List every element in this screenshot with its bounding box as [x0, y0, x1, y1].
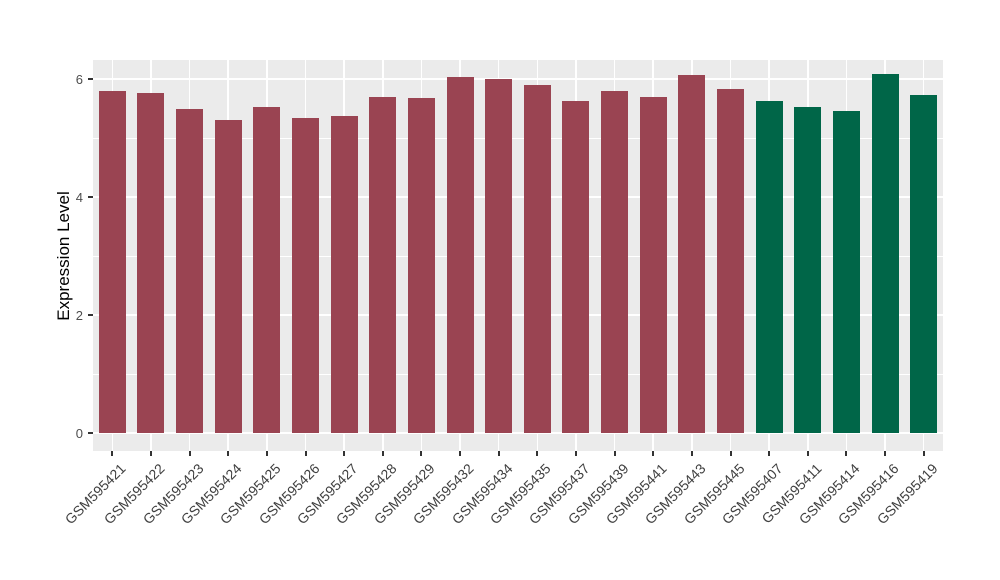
- y-major-gridline: [93, 196, 943, 198]
- x-tick-mark: [304, 451, 307, 456]
- x-tick-mark: [652, 451, 655, 456]
- x-tick-mark: [729, 451, 732, 456]
- y-tick-label: 6: [75, 72, 83, 87]
- y-axis-title: Expression Level: [54, 191, 73, 321]
- x-tick-mark: [188, 451, 191, 456]
- y-tick-label: 2: [75, 308, 83, 323]
- x-tick-mark: [149, 451, 152, 456]
- bar-GSM595425: [253, 107, 281, 433]
- bar-GSM595419: [910, 94, 938, 433]
- bar-GSM595437: [562, 101, 590, 433]
- y-tick-mark: [88, 196, 93, 198]
- x-tick-mark: [536, 451, 539, 456]
- y-tick-label: 4: [75, 190, 83, 205]
- x-tick-mark: [806, 451, 809, 456]
- x-tick-mark: [343, 451, 346, 456]
- x-tick-mark: [690, 451, 693, 456]
- bar-GSM595435: [523, 85, 551, 433]
- plot-panel: [93, 60, 943, 451]
- bar-GSM595432: [446, 76, 474, 433]
- x-tick-mark: [922, 451, 925, 456]
- x-tick-mark: [227, 451, 230, 456]
- x-tick-mark: [574, 451, 577, 456]
- y-minor-gridline: [93, 255, 943, 257]
- bar-GSM595434: [485, 79, 513, 433]
- y-major-gridline: [93, 78, 943, 80]
- y-major-gridline: [93, 314, 943, 316]
- bar-GSM595429: [407, 97, 435, 433]
- y-minor-gridline: [93, 373, 943, 375]
- bar-GSM595445: [717, 89, 744, 433]
- x-tick-mark: [613, 451, 616, 456]
- y-tick-mark: [88, 78, 93, 80]
- bar-GSM595423: [176, 109, 204, 433]
- bar-GSM595441: [639, 96, 667, 433]
- x-tick-mark: [459, 451, 462, 456]
- y-minor-gridline: [93, 137, 943, 139]
- bar-GSM595426: [292, 117, 319, 433]
- y-tick-mark: [88, 432, 93, 434]
- bar-GSM595428: [369, 96, 397, 433]
- bar-GSM595439: [601, 91, 629, 433]
- x-tick-mark: [420, 451, 423, 456]
- x-tick-mark: [884, 451, 887, 456]
- y-tick-label: 0: [75, 426, 83, 441]
- bar-GSM595414: [832, 111, 860, 433]
- x-tick-mark: [111, 451, 114, 456]
- y-tick-mark: [88, 314, 93, 316]
- bar-GSM595421: [98, 90, 126, 433]
- x-tick-mark: [497, 451, 500, 456]
- bar-GSM595424: [214, 119, 242, 433]
- bar-GSM595422: [137, 92, 165, 433]
- bar-GSM595411: [794, 107, 822, 433]
- bar-GSM595427: [330, 116, 358, 433]
- x-tick-mark: [768, 451, 771, 456]
- x-tick-mark: [845, 451, 848, 456]
- y-major-gridline: [93, 432, 943, 434]
- bar-GSM595407: [755, 100, 783, 433]
- bar-GSM595416: [871, 73, 899, 433]
- x-tick-mark: [265, 451, 268, 456]
- bar-GSM595443: [678, 74, 706, 433]
- x-tick-mark: [381, 451, 384, 456]
